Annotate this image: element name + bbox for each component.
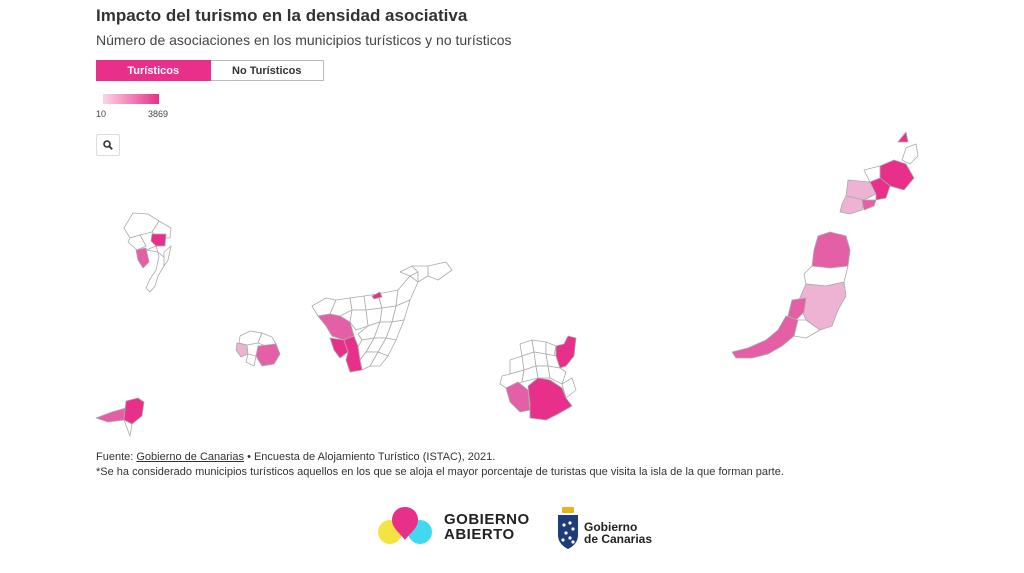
municipality[interactable] <box>145 245 166 293</box>
municipality-tourist[interactable] <box>869 177 891 201</box>
municipality-tourist[interactable] <box>811 231 851 269</box>
municipality[interactable] <box>547 365 567 385</box>
source-rest: • Encuesta de Alojamiento Turístico (IST… <box>247 451 496 463</box>
island-tenerife <box>311 261 453 373</box>
municipality-tourist[interactable] <box>135 247 150 269</box>
municipality-tourist[interactable] <box>505 381 531 413</box>
municipality[interactable] <box>163 245 172 267</box>
municipality[interactable] <box>395 275 419 307</box>
island-el-hierro <box>95 397 145 437</box>
gobierno-canarias-wordmark: Gobierno de Canarias <box>584 520 653 546</box>
municipality[interactable] <box>349 295 367 311</box>
municipality-tourist[interactable] <box>787 297 807 321</box>
municipality[interactable] <box>127 234 147 251</box>
gobierno-canarias-shield-icon <box>558 507 578 549</box>
municipality-tourist[interactable] <box>897 131 909 143</box>
methodology-note: *Se ha considerado municipios turísticos… <box>96 466 784 478</box>
page-subtitle: Número de asociaciones en los municipios… <box>96 32 512 48</box>
municipality[interactable] <box>427 261 453 281</box>
island-gran-canaria <box>499 335 577 421</box>
municipality[interactable] <box>845 179 877 201</box>
municipality[interactable] <box>235 342 249 358</box>
view-toggle: Turísticos No Turísticos <box>96 60 324 81</box>
municipality-tourist[interactable] <box>255 343 281 367</box>
municipality[interactable] <box>793 319 821 339</box>
municipality[interactable] <box>329 297 353 317</box>
municipality[interactable] <box>123 419 133 437</box>
municipality[interactable] <box>95 407 127 423</box>
municipality[interactable] <box>377 289 399 309</box>
tab-no-turisticos[interactable]: No Turísticos <box>210 60 324 81</box>
gobierno-abierto-logo <box>378 507 432 544</box>
municipality-tourist[interactable] <box>150 233 167 247</box>
source-prefix: Fuente: <box>96 451 134 463</box>
municipality[interactable] <box>901 143 919 165</box>
source-link[interactable]: Gobierno de Canarias <box>136 451 244 463</box>
legend-max: 3869 <box>148 109 169 119</box>
municipality-tourist[interactable] <box>123 397 145 425</box>
page-title: Impacto del turismo en la densidad asoci… <box>96 6 468 25</box>
island-la-palma <box>123 212 172 293</box>
municipality[interactable] <box>359 351 379 371</box>
municipality[interactable] <box>411 265 429 283</box>
municipality[interactable] <box>245 353 257 367</box>
municipality-tourist[interactable] <box>317 313 355 341</box>
gobierno-abierto-wordmark: GOBIERNO ABIERTO <box>444 511 530 543</box>
tab-turisticos[interactable]: Turísticos <box>96 60 211 81</box>
municipality-tourist[interactable] <box>861 199 877 211</box>
municipality-tourist[interactable] <box>731 315 799 359</box>
municipality-tourist[interactable] <box>343 335 363 373</box>
search-button[interactable] <box>96 134 120 156</box>
municipality-tourist[interactable] <box>527 377 573 421</box>
island-la-gomera <box>235 330 281 367</box>
island-lanzarote <box>839 131 919 215</box>
municipality-tourist[interactable] <box>371 291 383 300</box>
municipality-tourist[interactable] <box>555 335 577 369</box>
source-line: Fuente: Gobierno de Canarias • Encuesta … <box>96 451 495 463</box>
municipality[interactable] <box>561 377 577 399</box>
island-fuerteventura <box>731 231 851 359</box>
legend-min: 10 <box>96 109 107 119</box>
search-icon <box>103 140 113 150</box>
municipality[interactable] <box>349 309 369 331</box>
municipality-tourist[interactable] <box>329 337 349 359</box>
legend-gradient <box>103 94 159 104</box>
